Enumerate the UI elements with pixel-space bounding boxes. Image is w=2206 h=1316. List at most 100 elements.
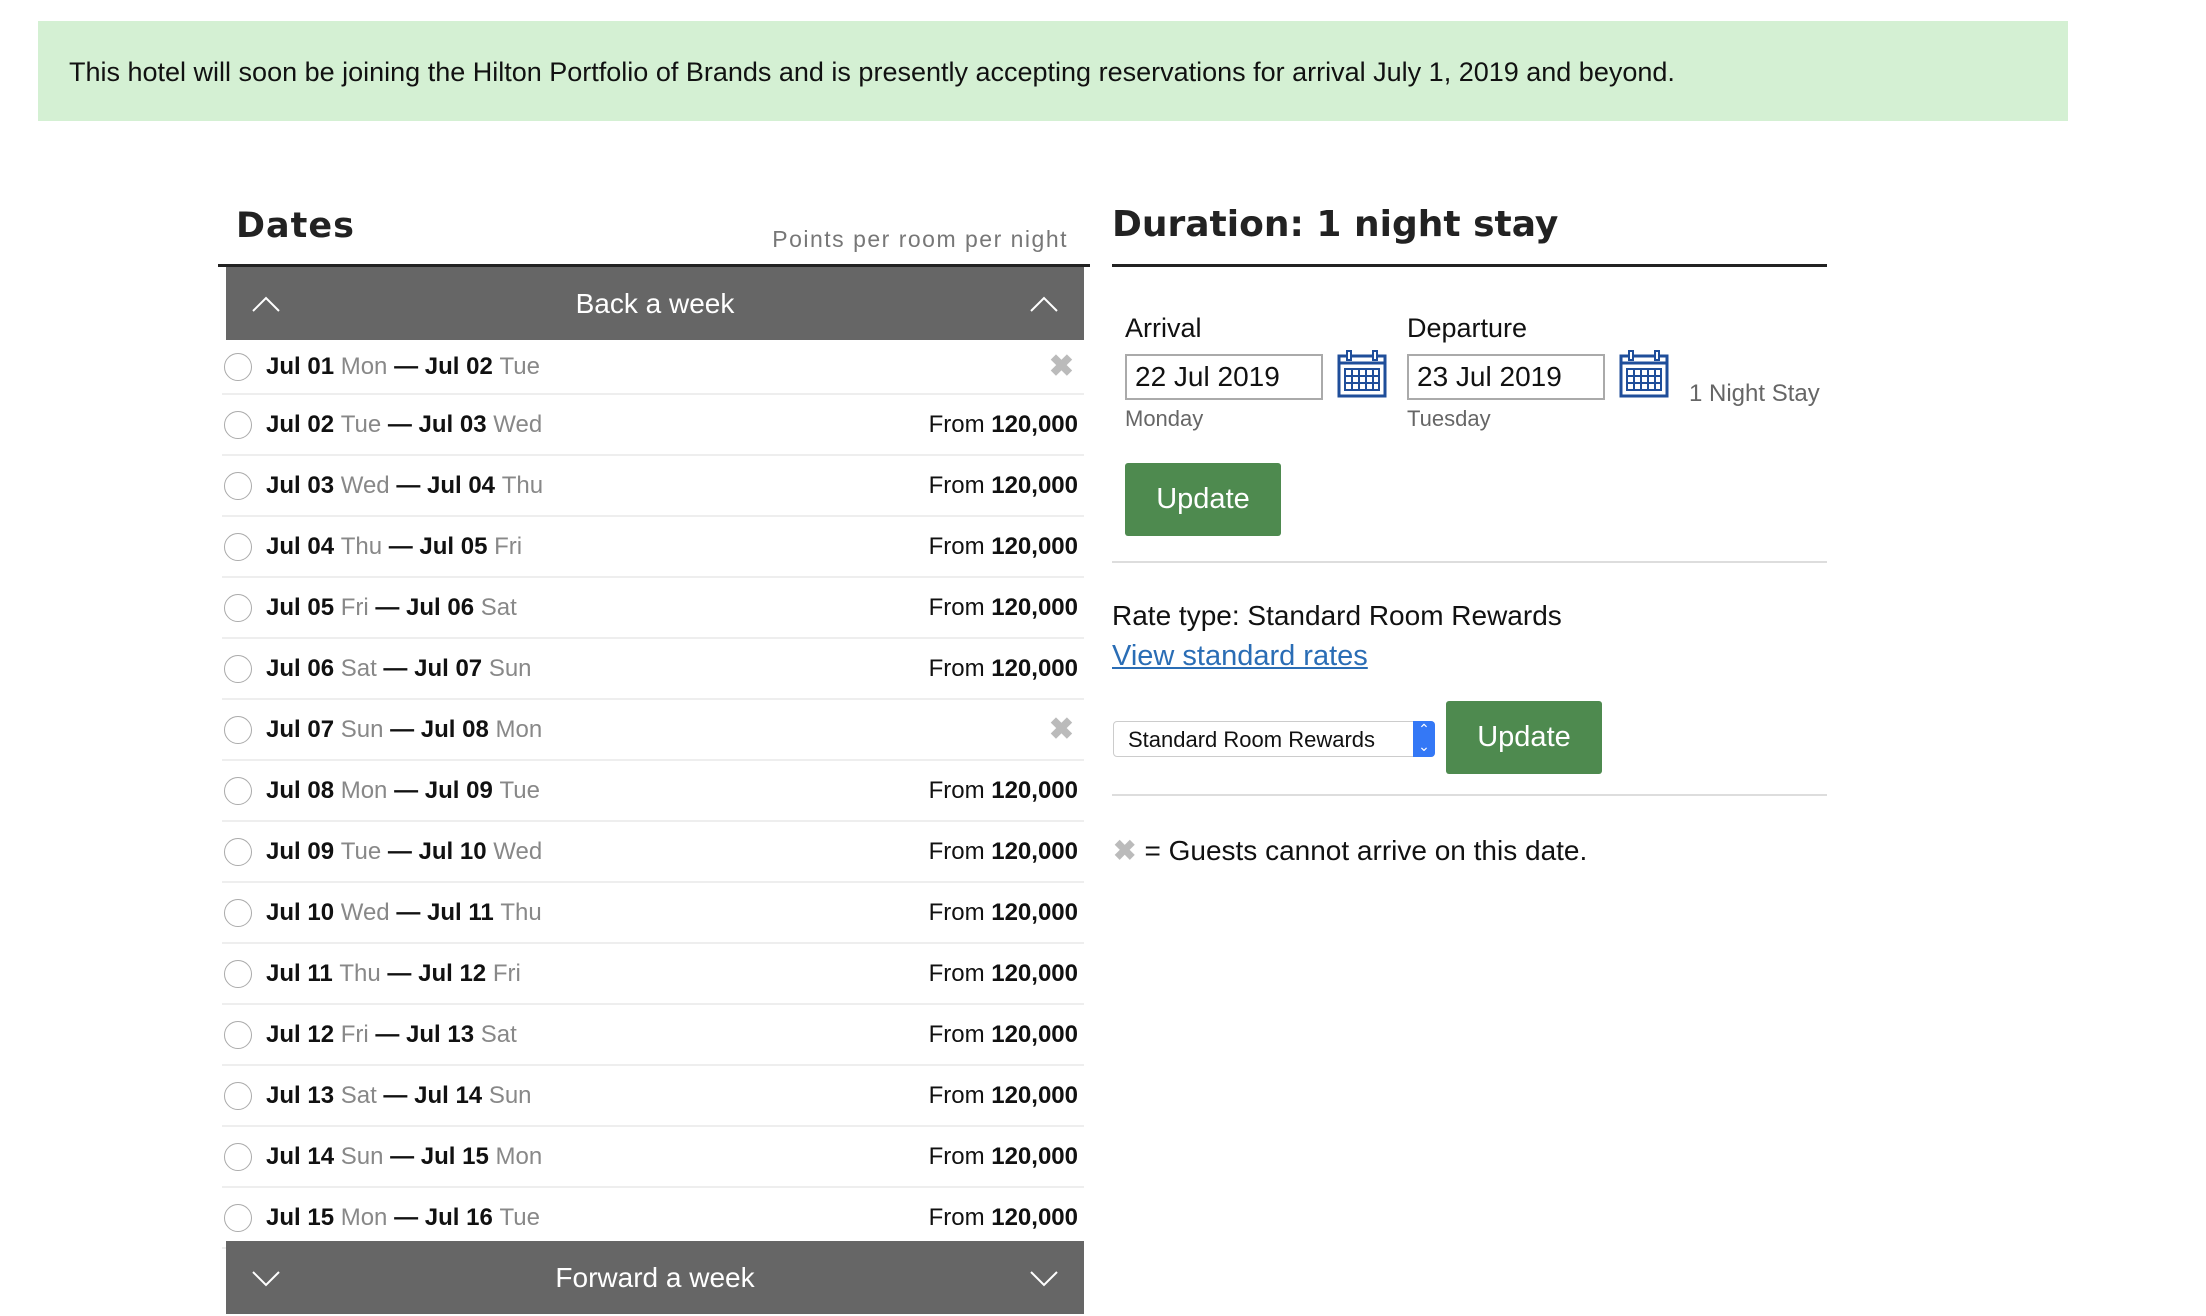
price-prefix: From <box>928 1020 985 1048</box>
date-row[interactable]: Jul 15 Mon — Jul 16 Tue From 120,000 <box>222 1188 1084 1249</box>
price-points: 120,000 <box>991 1203 1078 1231</box>
arrival-label: Arrival <box>1125 313 1202 343</box>
date-radio[interactable] <box>224 837 252 866</box>
date-radio[interactable] <box>224 959 252 988</box>
from-date: Jul 14 <box>266 1142 335 1170</box>
back-a-week-button[interactable]: Back a week <box>226 267 1084 340</box>
from-day: Mon <box>340 352 388 380</box>
date-row[interactable]: Jul 07 Sun — Jul 08 Mon ✖ <box>222 700 1084 761</box>
chevron-down-icon <box>1030 1271 1058 1287</box>
calendar-icon[interactable] <box>1337 350 1387 398</box>
date-row[interactable]: Jul 04 Thu — Jul 05 Fri From 120,000 <box>222 517 1084 578</box>
from-day: Mon <box>340 776 388 804</box>
update-rate-button[interactable]: Update <box>1446 701 1602 774</box>
price: From 120,000 <box>929 960 1078 988</box>
departure-weekday: Tuesday <box>1407 406 1491 431</box>
date-radio[interactable] <box>224 1020 252 1049</box>
forward-a-week-label: Forward a week <box>555 1261 755 1293</box>
date-radio[interactable] <box>224 776 252 805</box>
calendar-icon[interactable] <box>1619 350 1669 398</box>
to-date: Jul 02 <box>424 352 493 380</box>
from-date: Jul 03 <box>266 471 335 499</box>
to-date: Jul 10 <box>418 837 487 865</box>
date-row[interactable]: Jul 11 Thu — Jul 12 Fri From 120,000 <box>222 944 1084 1005</box>
to-day: Wed <box>493 837 543 865</box>
date-radio[interactable] <box>224 715 252 744</box>
update-dates-button[interactable]: Update <box>1125 463 1281 536</box>
to-day: Fri <box>494 532 523 560</box>
from-day: Wed <box>340 471 390 499</box>
arrival-date-input[interactable] <box>1125 354 1323 400</box>
points-caption: Points per room per night <box>772 226 1068 252</box>
date-radio[interactable] <box>224 1203 252 1232</box>
unavailable-x-icon: ✖ <box>1048 350 1074 383</box>
date-row[interactable]: Jul 13 Sat — Jul 14 Sun From 120,000 <box>222 1066 1084 1127</box>
date-row[interactable]: Jul 05 Fri — Jul 06 Sat From 120,000 <box>222 578 1084 639</box>
to-day: Sat <box>480 1020 517 1048</box>
divider <box>1112 794 1827 796</box>
date-row[interactable]: Jul 14 Sun — Jul 15 Mon From 120,000 <box>222 1127 1084 1188</box>
price-points: 120,000 <box>991 898 1078 926</box>
date-row[interactable]: Jul 01 Mon — Jul 02 Tue ✖ <box>222 340 1084 395</box>
price-prefix: From <box>928 654 985 682</box>
date-radio[interactable] <box>224 1142 252 1171</box>
date-radio[interactable] <box>224 532 252 561</box>
price: From 120,000 <box>929 1143 1078 1171</box>
date-row[interactable]: Jul 06 Sat — Jul 07 Sun From 120,000 <box>222 639 1084 700</box>
banner-text: This hotel will soon be joining the Hilt… <box>69 57 1675 87</box>
from-day: Sat <box>340 1081 377 1109</box>
divider <box>1112 561 1827 563</box>
date-radio[interactable] <box>224 471 252 500</box>
to-day: Fri <box>492 959 521 987</box>
from-date: Jul 04 <box>266 532 335 560</box>
price-prefix: From <box>928 776 985 804</box>
from-day: Thu <box>340 532 383 560</box>
departure-date-input[interactable] <box>1407 354 1605 400</box>
to-date: Jul 06 <box>406 593 475 621</box>
price-points: 120,000 <box>991 410 1078 438</box>
date-radio[interactable] <box>224 593 252 622</box>
date-row[interactable]: Jul 02 Tue — Jul 03 Wed From 120,000 <box>222 395 1084 456</box>
forward-a-week-button[interactable]: Forward a week <box>226 1241 1084 1314</box>
from-day: Sat <box>340 654 377 682</box>
price-points: 120,000 <box>991 654 1078 682</box>
to-day: Tue <box>499 352 540 380</box>
to-day: Mon <box>495 1142 543 1170</box>
price-points: 120,000 <box>991 532 1078 560</box>
price-prefix: From <box>928 1142 985 1170</box>
chevron-up-icon <box>1030 296 1058 312</box>
date-radio[interactable] <box>224 898 252 927</box>
to-day: Tue <box>499 776 540 804</box>
date-row[interactable]: Jul 03 Wed — Jul 04 Thu From 120,000 <box>222 456 1084 517</box>
from-day: Sun <box>340 1142 384 1170</box>
from-date: Jul 05 <box>266 593 335 621</box>
price-points: 120,000 <box>991 1020 1078 1048</box>
date-radio[interactable] <box>224 1081 252 1110</box>
from-date: Jul 15 <box>266 1203 335 1231</box>
date-radio[interactable] <box>224 410 252 439</box>
date-radio[interactable] <box>224 654 252 683</box>
price-points: 120,000 <box>991 837 1078 865</box>
price: From 120,000 <box>929 838 1078 866</box>
price-prefix: From <box>928 959 985 987</box>
price: From 120,000 <box>929 1021 1078 1049</box>
to-day: Thu <box>501 471 544 499</box>
chevron-down-icon <box>252 1271 280 1287</box>
from-date: Jul 07 <box>266 715 335 743</box>
date-row[interactable]: Jul 10 Wed — Jul 11 Thu From 120,000 <box>222 883 1084 944</box>
date-row[interactable]: Jul 12 Fri — Jul 13 Sat From 120,000 <box>222 1005 1084 1066</box>
date-radio[interactable] <box>224 352 252 381</box>
rate-type-select[interactable]: Standard Room Rewards ⌃ ⌄ <box>1113 721 1435 757</box>
from-date: Jul 11 <box>266 959 333 987</box>
date-row[interactable]: Jul 09 Tue — Jul 10 Wed From 120,000 <box>222 822 1084 883</box>
price-points: 120,000 <box>991 1142 1078 1170</box>
price-prefix: From <box>928 532 985 560</box>
price-prefix: From <box>928 471 985 499</box>
date-row[interactable]: Jul 08 Mon — Jul 09 Tue From 120,000 <box>222 761 1084 822</box>
view-standard-rates-link[interactable]: View standard rates <box>1112 640 1368 672</box>
price: From 120,000 <box>929 411 1078 439</box>
chevron-up-icon <box>252 296 280 312</box>
to-day: Tue <box>499 1203 540 1231</box>
back-a-week-label: Back a week <box>575 287 735 319</box>
departure-label: Departure <box>1407 313 1528 343</box>
